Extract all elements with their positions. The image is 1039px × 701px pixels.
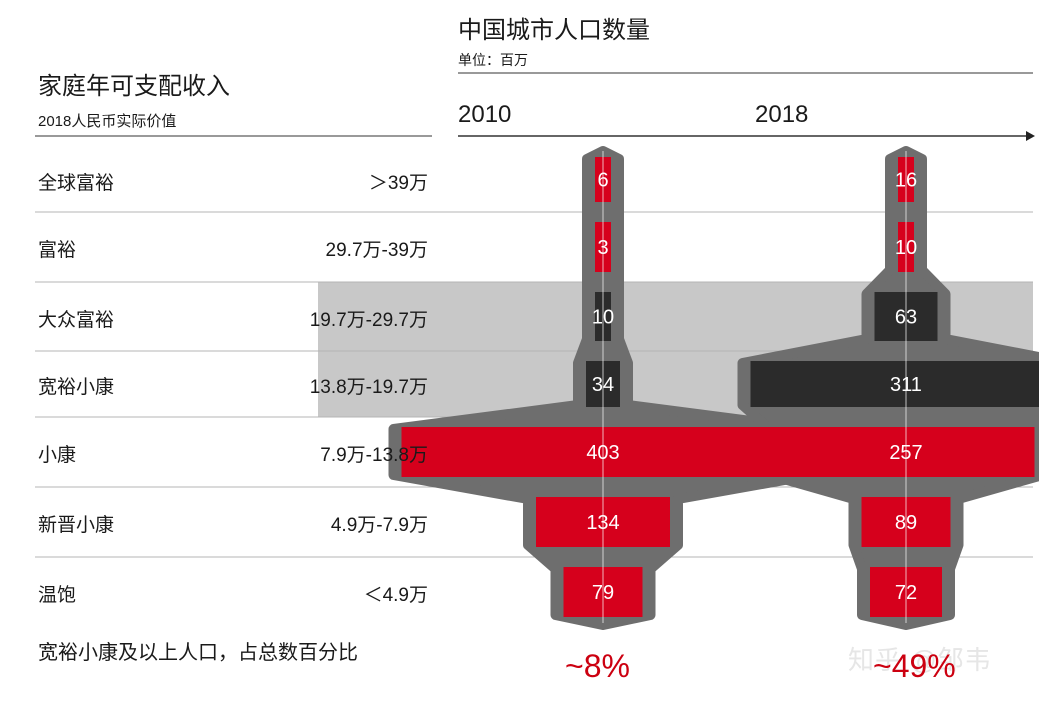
watermark: 知乎 @邹韦 — [848, 645, 992, 675]
axis-lines — [35, 72, 1035, 141]
value-label: 403 — [586, 442, 619, 464]
row-label: 全球富裕 — [38, 172, 115, 194]
value-label: 3 — [597, 237, 608, 259]
row-range: ＜4.9万 — [363, 585, 428, 606]
chart-title: 中国城市人口数量 — [458, 17, 650, 44]
row-range: 13.8万-19.7万 — [309, 377, 428, 398]
row-range: 29.7万-39万 — [325, 240, 428, 261]
row-label: 大众富裕 — [38, 309, 115, 331]
value-label: 34 — [592, 374, 614, 396]
value-label: 79 — [592, 582, 614, 604]
value-label: 63 — [895, 307, 917, 329]
chart-unit: 单位：百万 — [458, 52, 528, 68]
value-label: 72 — [895, 582, 917, 604]
value-label: 16 — [895, 170, 917, 192]
row-range: 19.7万-29.7万 — [309, 309, 428, 331]
value-label: 10 — [592, 307, 614, 329]
value-label: 311 — [890, 374, 922, 396]
year-label-2010: 2010 — [458, 101, 512, 128]
value-label: 134 — [586, 512, 619, 534]
left-title: 家庭年可支配收入 — [38, 73, 230, 100]
value-label: 6 — [597, 170, 608, 192]
year-label-2018: 2018 — [755, 101, 809, 128]
row-range: 4.9万-7.9万 — [330, 515, 428, 536]
share-label-2010: ~8% — [565, 648, 630, 684]
left-subtitle: 2018人民币实际价值 — [38, 113, 177, 130]
row-label: 小康 — [38, 445, 77, 466]
population-bars — [401, 151, 1039, 623]
row-range: ＞39万 — [368, 172, 428, 194]
value-label: 257 — [889, 442, 922, 464]
row-label: 富裕 — [38, 240, 77, 261]
footer-label: 宽裕小康及以上人口，占总数百分比 — [38, 642, 358, 664]
value-label: 10 — [895, 237, 917, 259]
share-label-2018: ~49% — [873, 648, 956, 684]
row-label: 宽裕小康 — [38, 377, 115, 398]
time-axis-arrow — [1026, 131, 1035, 141]
bar-2018-3 — [750, 361, 1039, 407]
value-label: 89 — [895, 512, 917, 534]
row-range: 7.9万-13.8万 — [320, 445, 428, 466]
row-label: 新晋小康 — [38, 515, 115, 536]
row-label: 温饱 — [38, 585, 77, 606]
